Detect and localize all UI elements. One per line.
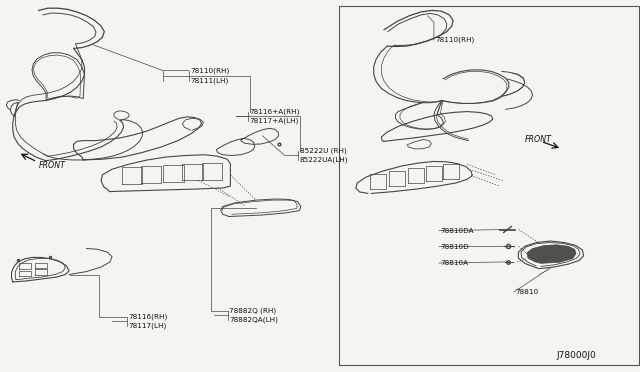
Text: 78810D: 78810D [440,244,469,250]
Text: 78110(RH): 78110(RH) [191,67,230,74]
Text: 85222U (RH): 85222U (RH) [300,147,346,154]
Text: 78116+A(RH): 78116+A(RH) [250,108,300,115]
Text: 78810A: 78810A [440,260,468,266]
Text: 85222UA(LH): 85222UA(LH) [300,157,348,163]
Text: 78810DA: 78810DA [440,228,474,234]
Text: J78000J0: J78000J0 [556,351,596,360]
Text: FRONT: FRONT [525,135,552,144]
Text: 78117(LH): 78117(LH) [128,323,166,330]
Text: FRONT: FRONT [38,161,65,170]
Text: 78110(RH): 78110(RH) [435,37,474,44]
Text: 78116(RH): 78116(RH) [128,314,167,320]
Text: 78882Q (RH): 78882Q (RH) [229,307,276,314]
Text: 78810: 78810 [515,289,538,295]
Text: 78111(LH): 78111(LH) [191,77,229,84]
Text: 78117+A(LH): 78117+A(LH) [250,118,299,124]
Polygon shape [527,245,576,263]
Text: 78882QA(LH): 78882QA(LH) [229,317,278,323]
